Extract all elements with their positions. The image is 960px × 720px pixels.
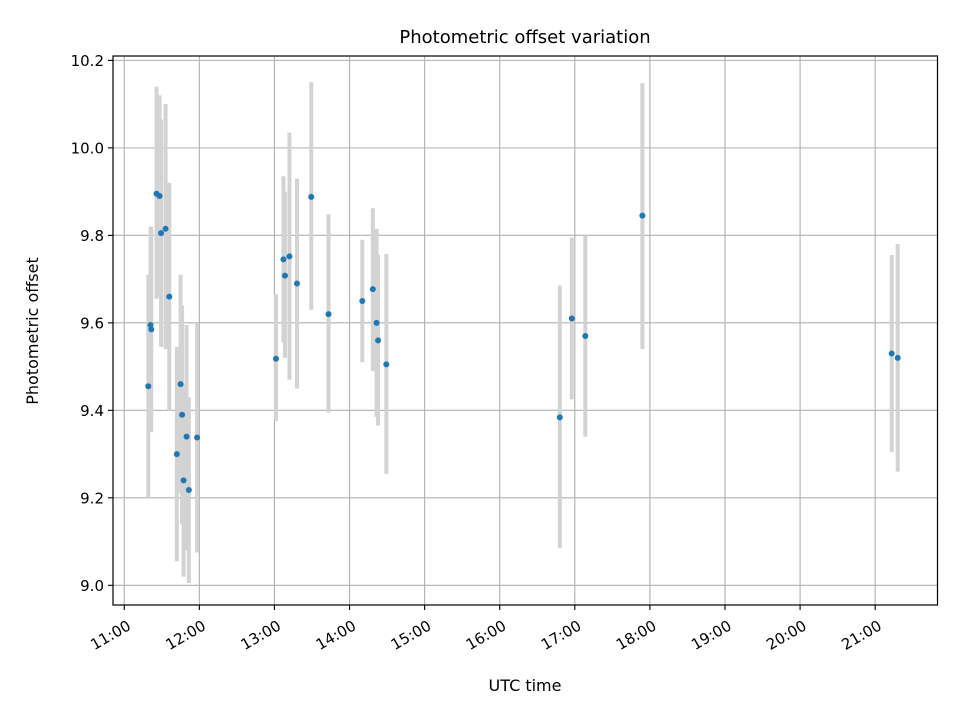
data-point (286, 253, 293, 260)
data-point (639, 212, 646, 219)
y-axis: 9.0 9.2 9.4 9.6 9.8 10.0 10.2 (71, 52, 113, 595)
x-tick-label: 21:00 (838, 617, 884, 654)
chart-title: Photometric offset variation (399, 27, 650, 48)
x-tick-label: 20:00 (763, 617, 809, 654)
x-tick-label: 14:00 (313, 617, 359, 654)
data-point (373, 319, 380, 326)
data-point (894, 354, 901, 361)
y-tick-label: 9.8 (80, 227, 104, 245)
data-point (888, 350, 895, 357)
data-point (162, 225, 169, 232)
data-point (156, 192, 163, 199)
x-tick-label: 16:00 (463, 617, 509, 654)
data-point (308, 193, 315, 200)
data-point (166, 293, 173, 300)
x-tick-label: 12:00 (163, 617, 209, 654)
data-point (369, 286, 376, 293)
data-point (145, 383, 152, 390)
data-point (568, 315, 575, 322)
x-tick-label: 11:00 (87, 617, 133, 654)
data-point (325, 311, 332, 318)
data-point (375, 337, 382, 344)
data-point (177, 381, 184, 388)
data-point (183, 433, 190, 440)
data-point (180, 477, 187, 484)
x-axis-label: UTC time (489, 676, 562, 695)
y-tick-label: 10.0 (71, 139, 104, 157)
error-bars (146, 82, 900, 584)
data-point (173, 451, 180, 458)
y-tick-label: 9.2 (80, 489, 104, 507)
x-tick-label: 18:00 (613, 617, 659, 654)
x-tick-label: 15:00 (388, 617, 434, 654)
plot-frame (112, 55, 939, 606)
data-point (293, 280, 300, 287)
data-point (556, 414, 563, 421)
y-axis-label: Photometric offset (23, 257, 42, 405)
data-point (272, 355, 279, 362)
y-tick-label: 9.4 (80, 402, 104, 420)
y-tick-label: 10.2 (71, 52, 104, 70)
data-point (383, 361, 390, 368)
y-tick-label: 9.6 (80, 314, 104, 332)
data-points (145, 190, 901, 493)
data-point (194, 434, 201, 441)
data-point (281, 272, 288, 279)
data-point (158, 230, 165, 237)
data-point (582, 332, 589, 339)
x-tick-label: 19:00 (688, 617, 734, 654)
x-tick-label: 13:00 (238, 617, 284, 654)
y-tick-label: 9.0 (80, 577, 104, 595)
data-point (280, 256, 287, 263)
data-point (359, 297, 366, 304)
x-tick-label: 17:00 (538, 617, 584, 654)
data-point (179, 411, 186, 418)
x-axis: 11:00 12:00 13:00 14:00 15:00 16:00 17:00 18:00… (87, 605, 885, 654)
data-point (185, 486, 192, 493)
grid (113, 56, 938, 605)
data-point (148, 326, 155, 333)
